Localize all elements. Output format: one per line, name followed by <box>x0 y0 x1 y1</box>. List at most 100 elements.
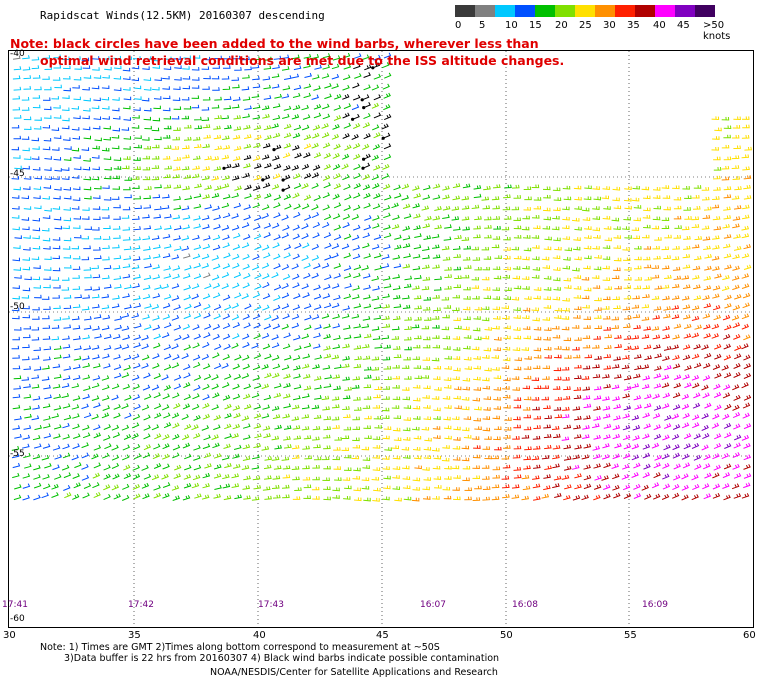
wind-barb <box>262 143 271 149</box>
wind-barb <box>444 355 452 360</box>
wind-barb <box>211 434 219 440</box>
wind-barb <box>22 305 30 310</box>
wind-barb <box>262 293 271 300</box>
wind-barb <box>733 245 742 251</box>
wind-barb <box>553 433 561 439</box>
wind-barb <box>432 294 440 299</box>
wind-barb <box>552 454 560 460</box>
wind-barb <box>114 372 122 379</box>
wind-barb <box>612 473 620 480</box>
wind-barb <box>143 87 152 91</box>
wind-barb <box>642 452 651 459</box>
wind-barb <box>281 214 289 221</box>
wind-barb <box>654 285 663 290</box>
wind-barb <box>31 326 40 331</box>
wind-barb <box>242 96 251 101</box>
wind-barb <box>544 465 552 470</box>
wind-barb <box>442 214 450 219</box>
wind-barb <box>641 384 650 390</box>
wind-barb <box>612 396 620 401</box>
wind-barb <box>301 254 309 261</box>
wind-barb <box>723 422 732 429</box>
contamination-circle <box>362 157 366 161</box>
wind-barb <box>561 316 570 320</box>
wind-barb <box>301 414 310 419</box>
wind-barb <box>532 406 540 411</box>
wind-barb <box>173 205 182 210</box>
wind-barb <box>482 354 490 359</box>
wind-barb <box>32 435 41 441</box>
wind-barb <box>503 404 511 409</box>
wind-barb <box>411 324 420 329</box>
wind-barb <box>633 483 641 490</box>
wind-barb <box>492 205 500 210</box>
wind-barb <box>622 226 630 231</box>
wind-barb <box>83 266 92 271</box>
wind-barb <box>21 136 30 140</box>
wind-barb <box>132 473 141 480</box>
wind-barb <box>383 224 391 230</box>
wind-barb <box>82 492 90 499</box>
wind-barb <box>682 412 690 419</box>
wind-barb <box>493 406 502 410</box>
wind-barb <box>171 343 179 350</box>
wind-barb <box>743 482 751 489</box>
note-line-2: optimal wind retrieval conditions are me… <box>40 53 565 68</box>
wind-barb <box>492 296 501 300</box>
wind-barb <box>511 184 520 189</box>
wind-barb <box>692 484 700 491</box>
wind-barb <box>404 275 413 281</box>
wind-barb <box>21 217 30 221</box>
wind-barb <box>392 475 400 479</box>
wind-barb <box>571 325 580 329</box>
wind-barb <box>623 295 632 300</box>
wind-barb <box>191 283 200 290</box>
wind-barb <box>283 194 292 200</box>
wind-barb <box>572 406 581 411</box>
wind-barb <box>723 343 732 350</box>
wind-barb <box>492 415 501 420</box>
wind-barb <box>262 404 270 410</box>
wind-barb <box>613 257 622 262</box>
wind-barb <box>192 354 201 361</box>
wind-barb <box>323 383 332 388</box>
wind-barb <box>281 456 290 461</box>
wind-barb <box>383 154 392 161</box>
wind-barb <box>233 145 242 151</box>
wind-barb <box>451 216 460 221</box>
wind-barb <box>231 175 240 181</box>
wind-barb <box>363 396 372 400</box>
wind-barb <box>331 133 340 140</box>
wind-barb <box>102 275 110 280</box>
wind-barb <box>343 63 352 70</box>
wind-barb <box>224 403 232 410</box>
wind-barb <box>52 245 61 250</box>
wind-barb <box>71 127 80 131</box>
wind-barb <box>264 495 272 500</box>
wind-barb <box>523 456 532 461</box>
wind-barb <box>634 245 642 250</box>
wind-barb <box>173 473 182 479</box>
wind-barb <box>743 442 751 449</box>
wind-barb <box>692 382 700 389</box>
wind-barb <box>671 344 679 350</box>
wind-barb <box>533 295 541 300</box>
wind-barb <box>363 72 371 78</box>
colorbar-swatch <box>615 5 635 17</box>
wind-barb <box>633 285 642 290</box>
wind-barb <box>181 166 190 171</box>
wind-barb <box>162 482 171 488</box>
wind-barb <box>143 424 151 431</box>
wind-barb <box>452 294 461 299</box>
wind-barb <box>51 96 60 100</box>
wind-barb <box>343 324 351 330</box>
wind-barb <box>271 83 280 89</box>
wind-barb <box>283 332 291 339</box>
wind-barb <box>741 343 749 350</box>
wind-barb <box>63 305 72 309</box>
wind-barb <box>143 195 151 200</box>
wind-barb <box>391 336 400 340</box>
wind-barb <box>72 197 81 202</box>
longitude-label: 35 <box>128 630 141 641</box>
wind-barb <box>733 145 741 149</box>
